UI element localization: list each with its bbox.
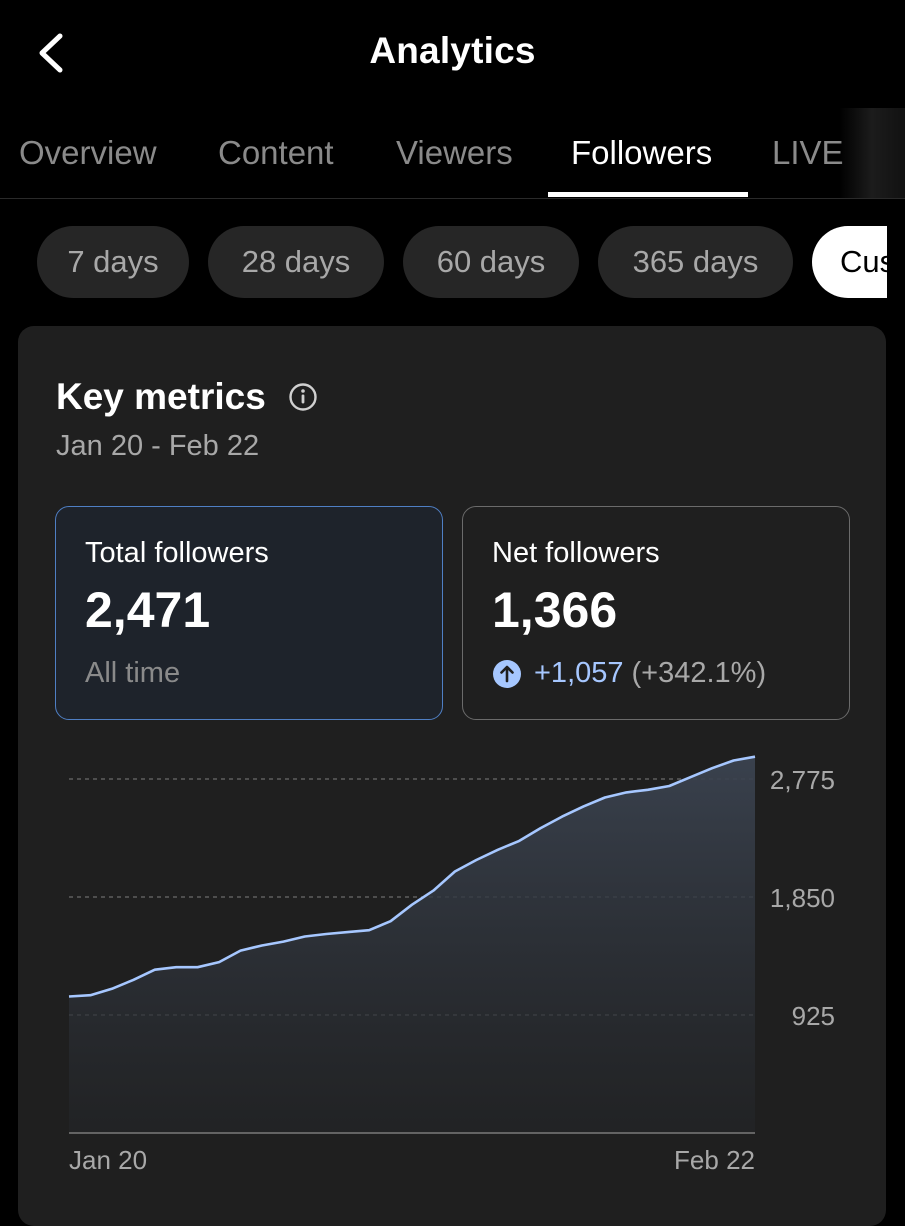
net-followers-card[interactable]: Net followers 1,366 +1,057 (+342.1%)	[462, 506, 850, 720]
arrow-up-circle-icon	[493, 659, 521, 688]
y-tick-label: 1,850	[770, 883, 835, 913]
y-tick-label: 925	[792, 1001, 835, 1031]
key-metrics-card: Key metrics Jan 20 - Feb 22 Total follow…	[18, 326, 886, 1226]
net-followers-change-value: +1,057	[534, 657, 624, 689]
total-followers-label: Total followers	[85, 537, 269, 569]
y-tick-label: 2,775	[770, 765, 835, 795]
key-metrics-title: Key metrics	[56, 376, 266, 417]
net-followers-value: 1,366	[492, 582, 618, 638]
chevron-left-icon	[39, 33, 63, 73]
tab-overview[interactable]: Overview	[19, 134, 157, 171]
chart-area-fill	[69, 756, 755, 1133]
x-tick-label-start: Jan 20	[69, 1145, 147, 1175]
x-tick-label-end: Feb 22	[674, 1145, 755, 1175]
total-followers-period: All time	[85, 657, 181, 689]
header: Analytics	[0, 0, 905, 108]
tab-active-indicator	[548, 192, 748, 197]
tab-followers[interactable]: Followers	[571, 134, 713, 171]
info-icon[interactable]	[288, 382, 318, 412]
total-followers-card[interactable]: Total followers 2,471 All time	[55, 506, 443, 720]
tab-bar: Overview Content Viewers Followers LIVE	[0, 108, 905, 199]
range-60-days[interactable]: 60 days	[403, 226, 579, 298]
date-range-label: Jan 20 - Feb 22	[56, 430, 260, 462]
tab-live[interactable]: LIVE	[772, 134, 844, 171]
net-followers-change-percent: (+342.1%)	[631, 657, 767, 689]
total-followers-value: 2,471	[85, 582, 211, 638]
net-followers-change: +1,057 (+342.1%)	[492, 657, 766, 690]
tab-viewers[interactable]: Viewers	[396, 134, 513, 171]
followers-chart: 2,775 1,850 925 Jan 20 Feb 22	[68, 755, 835, 1175]
range-custom[interactable]: Cus	[812, 226, 887, 298]
page-title: Analytics	[369, 30, 536, 71]
date-range-selector: 7 days 28 days 60 days 365 days Cus	[0, 224, 887, 300]
range-7-days[interactable]: 7 days	[37, 226, 189, 298]
net-followers-label: Net followers	[492, 537, 660, 569]
back-button[interactable]	[26, 28, 76, 78]
followers-series-line	[68, 755, 756, 998]
tabs-scroll-fade	[839, 108, 905, 198]
range-28-days[interactable]: 28 days	[208, 226, 384, 298]
range-365-days[interactable]: 365 days	[598, 226, 793, 298]
tab-content[interactable]: Content	[218, 134, 334, 171]
